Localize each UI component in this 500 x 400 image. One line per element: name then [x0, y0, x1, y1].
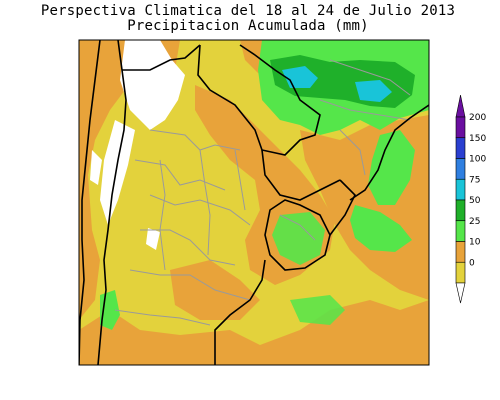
colorbar-label-50: 50 — [469, 196, 481, 206]
colorbar-swatch-100 — [455, 158, 466, 180]
colorbar-label-75: 75 — [469, 175, 480, 185]
colorbar-swatch-200 — [455, 116, 466, 139]
colorbar-label-200: 200 — [469, 113, 486, 123]
colorbar-swatch-0 — [455, 261, 466, 284]
colorbar-label-25: 25 — [469, 217, 480, 227]
colorbar-swatch-75 — [455, 178, 466, 201]
colorbar-label-10: 10 — [469, 238, 481, 248]
map-title: Perspectiva Climatica del 18 al 24 de Ju… — [40, 3, 456, 19]
colorbar-bottom-cap — [455, 282, 466, 304]
map-frame — [78, 39, 430, 366]
colorbar-swatch-150 — [455, 137, 466, 159]
colorbar-swatch-25 — [455, 220, 466, 242]
colorbar-label-0: 0 — [469, 258, 475, 268]
colorbar-swatch-50 — [455, 199, 466, 222]
colorbar-label-150: 150 — [469, 134, 486, 144]
precipitation-field — [79, 40, 429, 365]
colorbar-top-cap — [455, 94, 466, 118]
country-borders — [79, 40, 429, 365]
map-subtitle: Precipitacion Acumulada (mm) — [127, 18, 369, 34]
colorbar-swatch-10 — [455, 241, 466, 263]
colorbar-label-100: 100 — [469, 155, 486, 165]
